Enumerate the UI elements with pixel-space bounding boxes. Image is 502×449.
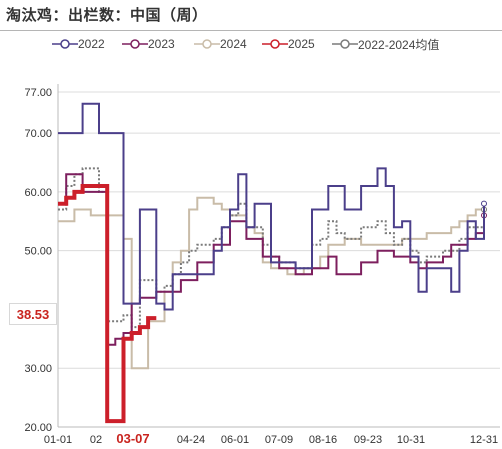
legend-swatch <box>262 39 288 49</box>
x-tick-label: 07-09 <box>265 434 293 446</box>
y-tick-label: 50.00 <box>24 246 52 258</box>
y-tick-label: 20.00 <box>24 422 52 434</box>
chart-title: 淘汰鸡：出栏数：中国（周） <box>6 6 208 24</box>
legend-label: 2025 <box>288 37 315 51</box>
legend-item[interactable]: 2022-2024均值 <box>332 34 439 54</box>
legend-swatch <box>122 39 148 49</box>
x-tick-label: 02 <box>90 434 102 446</box>
legend-label: 2024 <box>220 37 247 51</box>
series-line-2025 <box>58 184 157 424</box>
legend-item[interactable]: 2023 <box>122 34 175 54</box>
y-tick-label: 77.00 <box>24 87 52 99</box>
legend: 2022 2023 2024 2025 2022-2024均值 <box>0 34 502 54</box>
legend-swatch <box>52 39 78 49</box>
legend-label: 2022-2024均值 <box>358 37 440 52</box>
legend-swatch <box>332 39 358 49</box>
legend-swatch <box>194 39 220 49</box>
x-tick-label: 03-07 <box>116 431 149 446</box>
x-tick-label: 10-31 <box>397 434 425 446</box>
series-end-point <box>481 200 487 207</box>
x-tick-label: 04-24 <box>177 434 205 446</box>
legend-label: 2022 <box>78 37 105 51</box>
y-tick-label: 70.00 <box>24 128 52 140</box>
legend-item[interactable]: 2024 <box>194 34 247 54</box>
series-line-2022 <box>58 102 485 311</box>
current-value-marker: 38.53 <box>9 303 57 325</box>
x-tick-label: 06-01 <box>221 434 249 446</box>
x-tick-label: 09-23 <box>354 434 382 446</box>
legend-item[interactable]: 2025 <box>262 34 315 54</box>
series-line-2023 <box>58 173 485 346</box>
x-tick-label: 08-16 <box>309 434 337 446</box>
y-tick-label: 60.00 <box>24 187 52 199</box>
legend-label: 2023 <box>148 37 175 51</box>
title-divider <box>0 30 502 31</box>
y-tick-label: 30.00 <box>24 363 52 375</box>
x-tick-label: 12-31 <box>470 434 498 446</box>
legend-item[interactable]: 2022 <box>52 34 105 54</box>
x-tick-label: 01-01 <box>44 434 72 446</box>
